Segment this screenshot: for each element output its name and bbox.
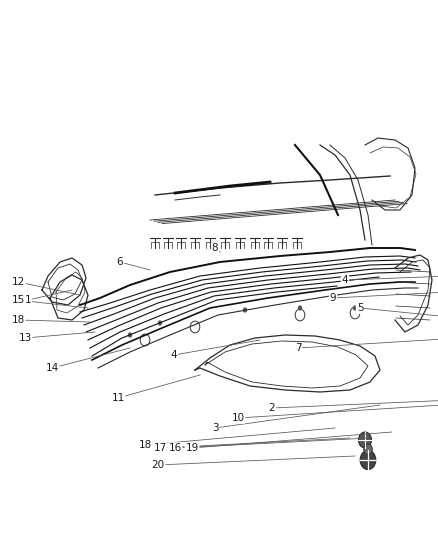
- Circle shape: [128, 333, 132, 338]
- Text: 5: 5: [357, 303, 363, 313]
- Text: 12: 12: [11, 277, 25, 287]
- Text: 4: 4: [171, 350, 177, 360]
- Text: 18: 18: [138, 440, 152, 450]
- Text: 13: 13: [18, 333, 32, 343]
- Text: 4: 4: [342, 275, 348, 285]
- Circle shape: [298, 305, 302, 311]
- Text: 15: 15: [11, 295, 25, 305]
- Text: 19: 19: [185, 443, 198, 453]
- Text: 18: 18: [11, 315, 25, 325]
- Text: 20: 20: [152, 460, 165, 470]
- Circle shape: [364, 444, 372, 455]
- Text: 10: 10: [231, 413, 244, 423]
- Circle shape: [158, 320, 162, 326]
- Text: 11: 11: [111, 393, 125, 403]
- Text: 1: 1: [25, 295, 31, 305]
- Circle shape: [360, 450, 376, 470]
- Text: 16: 16: [168, 443, 182, 453]
- Text: 8: 8: [212, 243, 218, 253]
- Text: 6: 6: [117, 257, 124, 267]
- Circle shape: [353, 305, 357, 311]
- Text: 2: 2: [268, 403, 276, 413]
- Text: 7: 7: [295, 343, 301, 353]
- Circle shape: [358, 432, 371, 448]
- Text: 14: 14: [46, 363, 59, 373]
- Text: 3: 3: [212, 423, 218, 433]
- Text: 9: 9: [330, 293, 336, 303]
- Text: 17: 17: [153, 443, 166, 453]
- Circle shape: [243, 308, 247, 313]
